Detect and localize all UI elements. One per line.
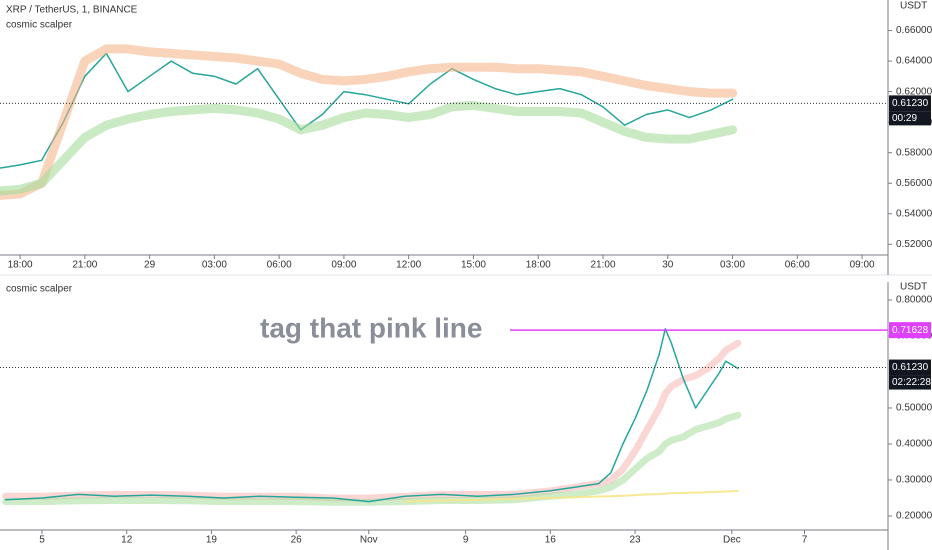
series-line (0, 44, 738, 200)
y-tick-label: 0.40000 (896, 439, 932, 450)
chart-title: XRP / TetherUS, 1, BINANCE (6, 5, 138, 16)
y-tick-label: 0.50000 (896, 403, 932, 414)
y-tick-label: 0.80000 (896, 295, 932, 306)
annotation: tag that pink line (260, 312, 482, 343)
x-tick-label: 29 (144, 260, 156, 271)
countdown-tag (889, 111, 931, 126)
x-tick-label: 09:00 (331, 260, 356, 271)
x-tick-label: 7 (802, 535, 808, 546)
y-tick-label: 0.58000 (896, 147, 932, 158)
countdown-label: 00:29 (892, 113, 917, 124)
x-tick-label: 19 (206, 535, 218, 546)
x-tick-label: 06:00 (267, 260, 292, 271)
y-tick-label: 0.62000 (896, 86, 932, 97)
indicator-name: cosmic scalper (6, 284, 73, 295)
series-line (404, 489, 739, 503)
x-tick-label: 03:00 (202, 260, 227, 271)
last-price-label: 0.61230 (892, 98, 929, 109)
last-price-label: 0.61230 (892, 362, 929, 373)
x-tick-label: 06:00 (785, 260, 810, 271)
x-tick-label: Dec (723, 535, 741, 546)
series-line (2, 411, 742, 506)
x-tick-label: 30 (662, 260, 674, 271)
x-tick-label: 18:00 (526, 260, 551, 271)
x-tick-label: 21:00 (590, 260, 615, 271)
unit-label: USDT (900, 282, 927, 293)
y-tick-label: 0.30000 (896, 475, 932, 486)
y-tick-label: 0.54000 (896, 208, 932, 219)
x-tick-label: 21:00 (72, 260, 97, 271)
last-price-tag (889, 95, 931, 112)
last-price-tag (889, 359, 931, 376)
x-tick-label: 5 (39, 535, 45, 546)
countdown-label: 02:22:28 (892, 377, 931, 388)
x-tick-label: 23 (629, 535, 641, 546)
x-tick-label: 03:00 (720, 260, 745, 271)
x-tick-label: Nov (360, 535, 378, 546)
x-tick-label: 18:00 (8, 260, 33, 271)
indicator-name: cosmic scalper (6, 20, 73, 31)
y-tick-label: 0.20000 (896, 511, 932, 522)
series-line (0, 52, 734, 169)
price-line-tag (889, 322, 931, 339)
x-tick-label: 09:00 (850, 260, 875, 271)
x-tick-label: 16 (545, 535, 557, 546)
series-line (4, 328, 739, 503)
x-tick-label: 12:00 (396, 260, 421, 271)
x-tick-label: 15:00 (461, 260, 486, 271)
x-tick-label: 9 (463, 535, 469, 546)
x-tick-label: 26 (291, 535, 303, 546)
series-line (0, 100, 738, 196)
y-tick-label: 0.52000 (896, 239, 932, 250)
y-tick-label: 0.64000 (896, 56, 932, 67)
countdown-tag (889, 375, 931, 390)
x-tick-label: 12 (121, 535, 133, 546)
price-line-label: 0.71628 (892, 325, 929, 336)
y-tick-label: 0.56000 (896, 178, 932, 189)
y-tick-label: 0.66000 (896, 25, 932, 36)
unit-label: USDT (900, 1, 927, 12)
